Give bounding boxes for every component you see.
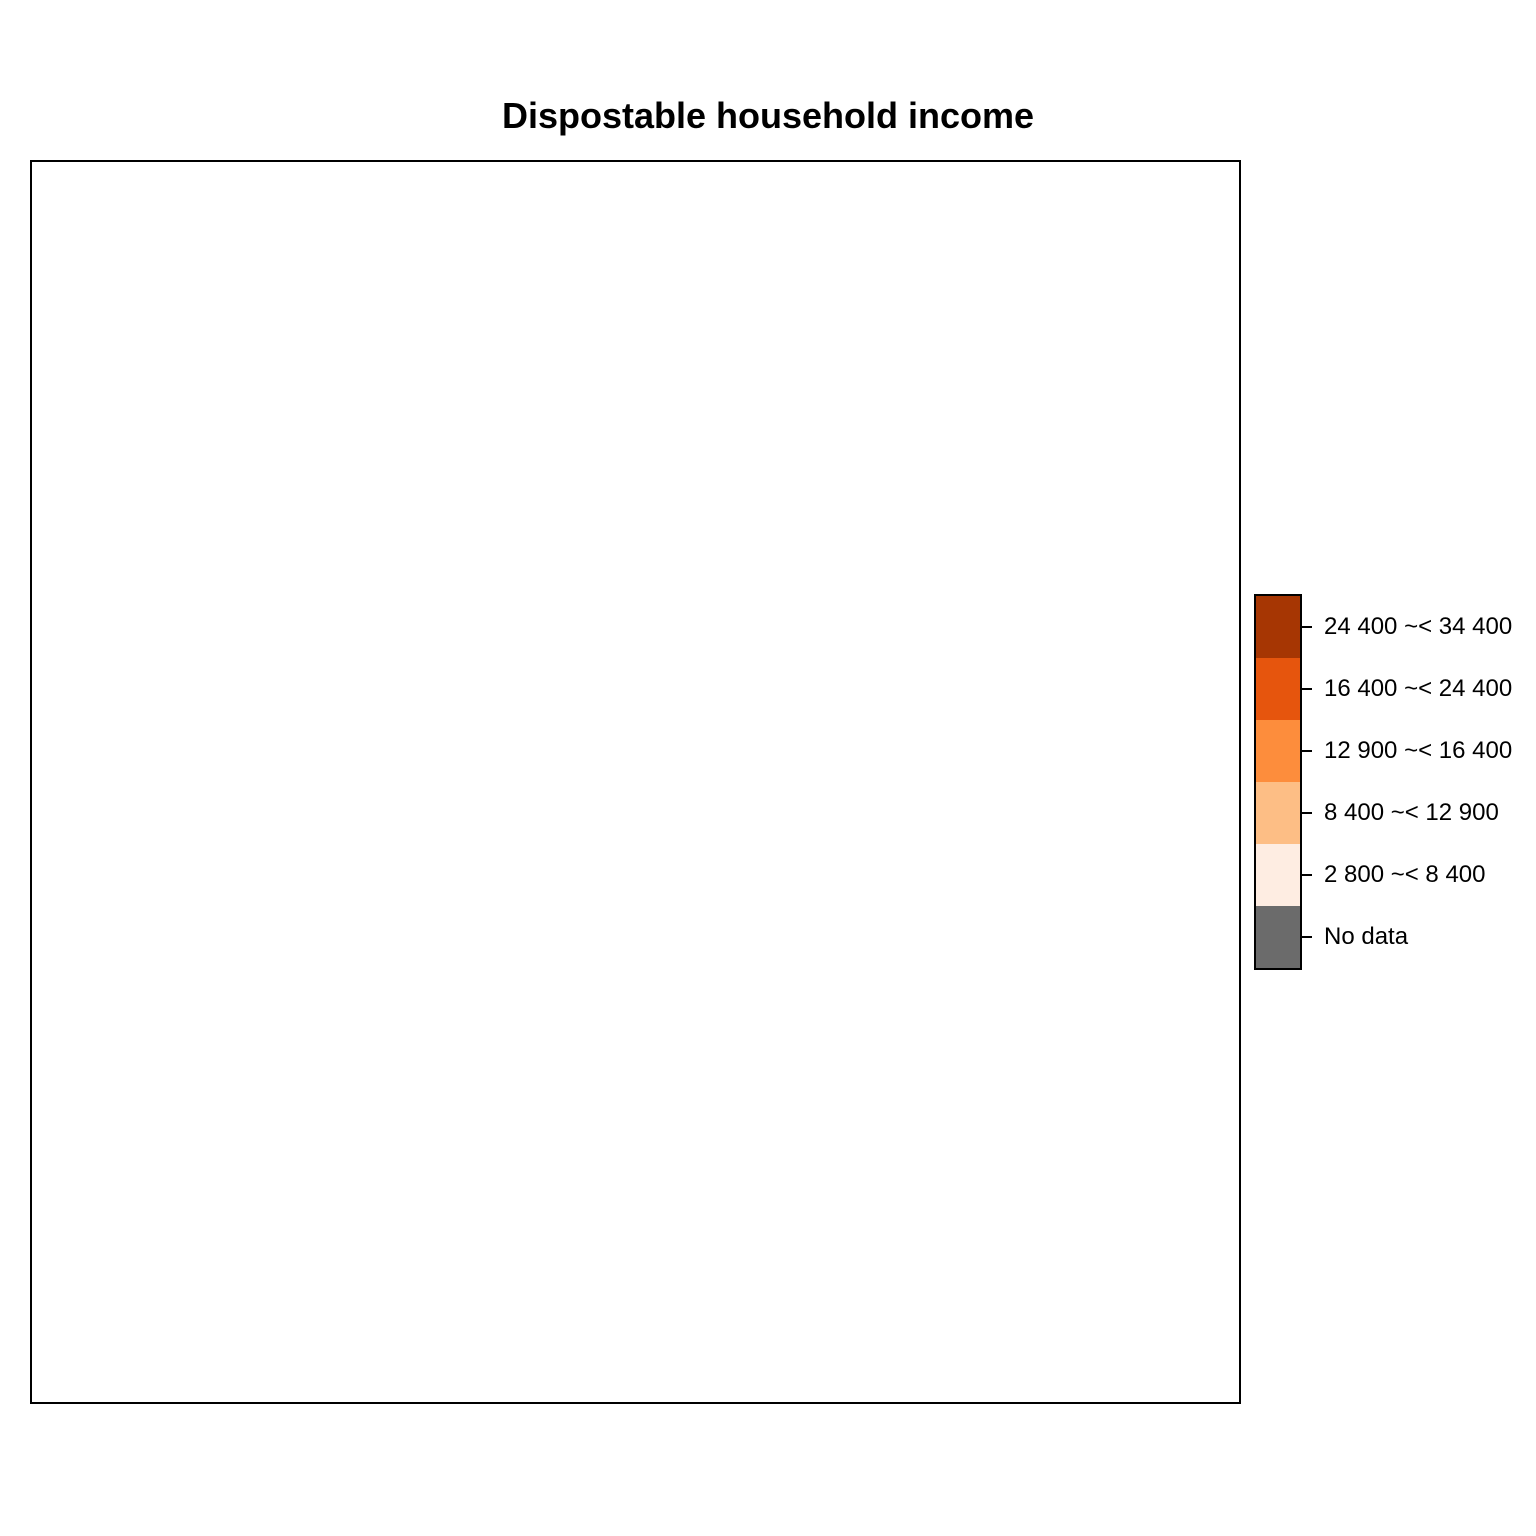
legend-tick <box>1300 874 1312 876</box>
legend-label: No data <box>1324 923 1409 950</box>
legend-tick <box>1300 688 1312 690</box>
legend-swatch <box>1256 658 1300 720</box>
legend-color-bar <box>1254 594 1302 970</box>
legend-label: 8 400 ~< 12 900 <box>1324 799 1499 826</box>
map-title: Dispostable household income <box>501 95 1035 136</box>
legend-swatch <box>1256 720 1300 782</box>
legend-label: 2 800 ~< 8 400 <box>1324 861 1486 888</box>
map-panel <box>30 160 1241 1404</box>
legend: 24 400 ~< 34 400 16 400 ~< 24 400 12 900 ~… <box>1254 594 1534 970</box>
legend-tick <box>1300 750 1312 752</box>
legend-label: 24 400 ~< 34 400 <box>1324 613 1513 640</box>
legend-swatch <box>1256 596 1300 658</box>
legend-tick <box>1300 936 1312 938</box>
legend-label: 16 400 ~< 24 400 <box>1324 675 1513 702</box>
legend-tick <box>1300 626 1312 628</box>
legend-swatch <box>1256 782 1300 844</box>
legend-label: 12 900 ~< 16 400 <box>1324 737 1513 764</box>
legend-swatch <box>1256 906 1300 968</box>
legend-tick <box>1300 812 1312 814</box>
legend-swatch <box>1256 844 1300 906</box>
